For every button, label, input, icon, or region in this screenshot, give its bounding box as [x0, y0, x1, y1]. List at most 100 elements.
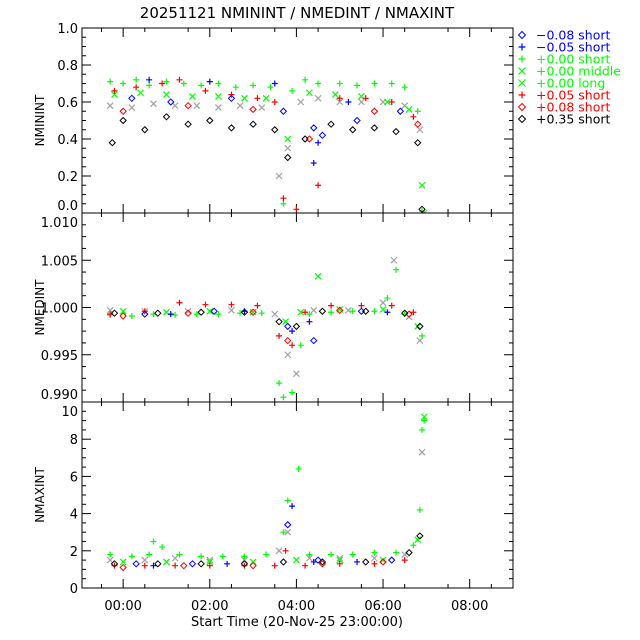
data-point: [310, 160, 317, 167]
data-point: [306, 551, 313, 558]
data-point: [254, 302, 261, 309]
data-point: [180, 80, 187, 87]
data-point: [159, 544, 166, 551]
series-6: [119, 101, 422, 143]
data-point: [336, 80, 343, 87]
data-point: [297, 342, 304, 349]
data-point: [289, 328, 296, 335]
data-point: [302, 76, 309, 83]
data-point: [384, 295, 391, 302]
y-tick-label: 0.4: [57, 133, 78, 148]
series-3: [106, 94, 428, 213]
data-point: [371, 308, 378, 315]
data-point: [289, 503, 296, 510]
data-point: [258, 104, 266, 111]
data-point: [401, 84, 408, 91]
data-point: [416, 126, 424, 134]
data-point: [189, 93, 196, 100]
data-point: [197, 308, 205, 316]
data-point: [137, 89, 144, 97]
data-point: [315, 139, 322, 146]
x-axis-label: Start Time (20-Nov-25 23:00:00): [191, 615, 403, 630]
data-point: [354, 82, 361, 89]
data-point: [310, 124, 318, 132]
legend-entry: +0.05 short: [518, 88, 611, 103]
y-tick-label: 6: [70, 470, 78, 485]
data-points: [106, 413, 428, 572]
data-point: [141, 310, 149, 318]
data-point: [284, 144, 292, 152]
data-point: [206, 307, 214, 315]
data-point: [262, 94, 270, 102]
data-point: [314, 556, 322, 564]
data-point: [254, 95, 261, 102]
y-tick-label: 10: [61, 405, 78, 420]
data-point: [292, 322, 301, 331]
legend-label: +0.05 short: [536, 88, 611, 103]
panel-nminint: 0.0 0.2 0.4 0.6 0.8 1.0 NMININT: [33, 22, 514, 214]
data-point: [279, 558, 288, 566]
x-tick-label: 06:00: [364, 599, 401, 614]
data-point: [384, 309, 391, 316]
data-point: [371, 549, 378, 556]
legend-marker-plus-icon: [518, 43, 526, 51]
data-point: [184, 307, 192, 315]
data-point: [198, 82, 205, 89]
data-point: [318, 307, 327, 315]
data-point: [379, 299, 387, 307]
data-point: [249, 120, 257, 128]
data-point: [416, 506, 423, 513]
data-point: [420, 413, 428, 421]
data-point: [154, 560, 162, 568]
data-point: [297, 98, 305, 106]
data-point: [328, 551, 335, 558]
panels: 0.0 0.2 0.4 0.6 0.8 1.0 NMININT 0.990 0.995 1.000…: [33, 22, 514, 614]
legend-marker-plus-icon: [518, 55, 526, 63]
legend-label: −0.08 short: [536, 28, 611, 43]
series-7: [110, 307, 424, 331]
legend-label: +0.00 short: [536, 52, 611, 67]
data-point: [249, 308, 257, 316]
data-point: [198, 553, 205, 560]
legend-entry: +0.00 middle: [518, 64, 621, 79]
y-tick-label: 0.995: [41, 349, 78, 364]
data-point: [176, 551, 183, 558]
y-tick-label: 0.0: [57, 199, 78, 214]
data-point: [240, 308, 249, 316]
y-tick-label: 0.2: [57, 170, 78, 185]
data-point: [119, 307, 127, 315]
data-point: [146, 551, 153, 558]
y-tick-label: 4: [70, 508, 78, 523]
data-point: [227, 94, 236, 103]
data-point: [111, 562, 118, 569]
data-point: [345, 99, 352, 105]
data-point: [393, 549, 400, 556]
legend: −0.08 short−0.05 short+0.00 short+0.00 m…: [517, 28, 621, 127]
y-axis-label: NMAXINT: [33, 467, 47, 523]
legend-entry: −0.05 short: [518, 40, 611, 55]
series-0: [128, 94, 405, 140]
data-point: [228, 306, 235, 314]
data-point: [336, 95, 343, 102]
panel-nmaxint: 0 2 4 6 8 10 NMAXINT: [33, 401, 514, 597]
legend-entry: +0.00 long: [518, 76, 605, 91]
data-point: [119, 563, 127, 572]
data-point: [162, 113, 171, 121]
data-point: [106, 102, 114, 110]
data-point: [267, 84, 274, 91]
legend-entry: +0.00 short: [518, 52, 611, 67]
data-point: [289, 87, 296, 94]
data-point: [280, 394, 287, 401]
data-point: [284, 497, 291, 504]
series-3: [106, 448, 426, 564]
data-point: [353, 116, 361, 125]
data-point: [306, 311, 313, 318]
legend-marker-x-icon: [518, 67, 526, 75]
y-tick-label: 0.990: [41, 388, 78, 403]
data-point: [318, 558, 327, 566]
data-point: [362, 558, 370, 566]
data-point: [328, 309, 335, 316]
data-point: [110, 309, 119, 317]
data-point: [249, 558, 257, 566]
